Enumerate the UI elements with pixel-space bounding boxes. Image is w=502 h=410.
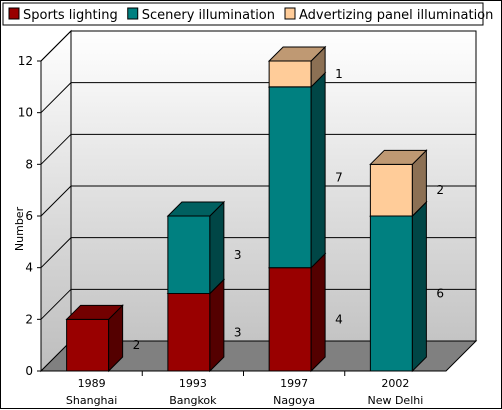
legend-label: Sports lighting <box>23 8 118 23</box>
bar-side <box>310 71 326 269</box>
legend: Sports lighting Scenery illumination Adver… <box>2 2 493 26</box>
bar-segment <box>267 252 327 373</box>
bar-front <box>167 293 211 372</box>
y-tick-label: 10 <box>18 106 33 120</box>
data-label: 4 <box>335 312 343 326</box>
bar-side <box>209 200 225 295</box>
data-label: 3 <box>234 248 242 262</box>
bar-front <box>268 267 312 372</box>
data-label: 1 <box>335 67 343 81</box>
bar-segment <box>369 200 428 373</box>
data-label: 2 <box>133 338 141 352</box>
legend-label: Advertizing panel illumination <box>299 8 493 23</box>
y-tick-label: 2 <box>25 312 33 326</box>
axes: 0246810121989Shanghai1993Bangkok1997Nago… <box>18 54 446 407</box>
y-axis-title: Number <box>13 206 26 251</box>
bar-segment <box>369 149 428 218</box>
gridlines <box>40 30 476 320</box>
x-category-city: Shanghai <box>66 394 117 407</box>
gridline <box>40 30 476 62</box>
x-category-year: 1993 <box>179 377 207 390</box>
bar-front <box>369 163 413 217</box>
bar-front <box>167 215 211 294</box>
x-category-year: 2002 <box>381 377 409 390</box>
legend-swatch <box>127 7 139 20</box>
x-category-year: 1989 <box>78 377 106 390</box>
y-tick-label: 4 <box>25 261 33 275</box>
y-tick-label: 8 <box>25 157 33 171</box>
bars <box>65 45 428 373</box>
bar-top <box>166 201 226 217</box>
bar-side <box>209 278 225 373</box>
bar-segment <box>267 45 327 89</box>
y-tick-label: 6 <box>25 209 33 223</box>
legend-item: Sports lighting <box>8 7 118 23</box>
gridline <box>40 288 476 320</box>
bar-front <box>369 215 413 372</box>
bar-front <box>66 318 110 372</box>
data-label: 7 <box>335 170 343 184</box>
legend-swatch <box>284 7 296 20</box>
legend-item: Advertizing panel illumination <box>284 7 493 23</box>
bar-front <box>268 86 312 269</box>
gridline <box>40 82 476 114</box>
x-category-city: New Delhi <box>367 394 423 407</box>
legend-swatch <box>8 7 20 20</box>
bar-segment <box>166 200 226 295</box>
legend-box <box>2 2 484 26</box>
legend-item: Scenery illumination <box>127 7 275 23</box>
bar-top <box>369 149 428 165</box>
data-label: 2 <box>436 183 444 197</box>
x-category-city: Bangkok <box>169 394 217 407</box>
bar-top <box>65 304 124 320</box>
bar-side <box>310 252 326 373</box>
bar-top <box>267 46 327 62</box>
bar-front <box>268 60 312 88</box>
y-tick-label: 12 <box>18 54 33 68</box>
data-label: 3 <box>234 325 242 339</box>
gridline <box>40 185 476 217</box>
x-category-year: 1997 <box>280 377 308 390</box>
x-category-city: Nagoya <box>273 394 315 407</box>
y-tick-label: 0 <box>25 364 33 378</box>
data-labels: 2 3 3 4 7 1 6 2 <box>133 67 444 352</box>
bar-segment <box>65 304 124 373</box>
legend-label: Scenery illumination <box>142 8 275 23</box>
data-label: 6 <box>436 287 444 301</box>
gridline <box>40 133 476 165</box>
bar-side <box>411 200 427 373</box>
bar-segment <box>267 71 327 269</box>
gridline <box>40 237 476 269</box>
